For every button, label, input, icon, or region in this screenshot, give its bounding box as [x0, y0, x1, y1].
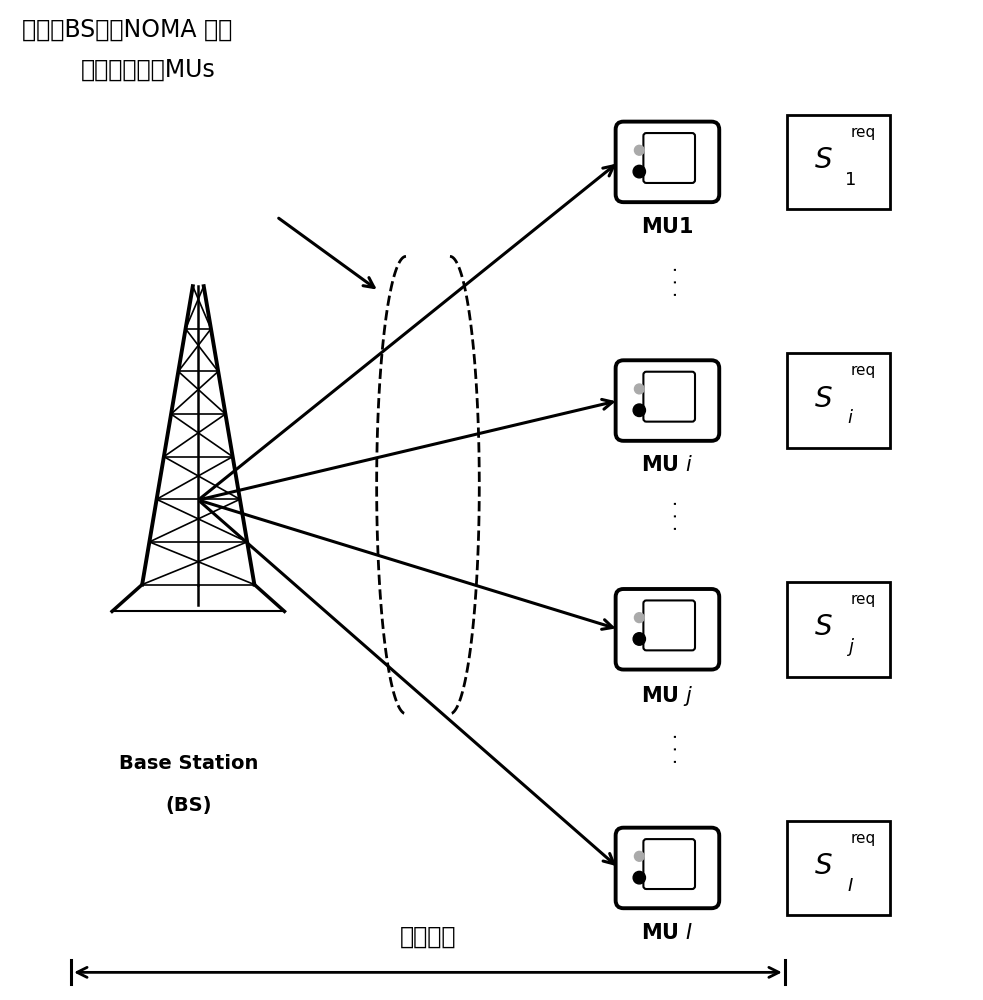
- Text: (BS): (BS): [165, 796, 211, 815]
- Text: $\mathbf{MU\ }$$\mathit{j}$: $\mathbf{MU\ }$$\mathit{j}$: [641, 684, 694, 708]
- Circle shape: [633, 165, 646, 178]
- FancyBboxPatch shape: [615, 589, 720, 670]
- Text: $\mathit{j}$: $\mathit{j}$: [845, 636, 855, 658]
- Text: req: req: [850, 363, 876, 378]
- Text: $\mathit{S}$: $\mathit{S}$: [815, 385, 834, 413]
- FancyBboxPatch shape: [787, 115, 890, 209]
- Text: req: req: [850, 125, 876, 140]
- Text: $\mathit{i}$: $\mathit{i}$: [846, 409, 853, 427]
- FancyBboxPatch shape: [787, 353, 890, 448]
- Text: Base Station: Base Station: [119, 754, 259, 773]
- Text: · · ·: · · ·: [667, 266, 687, 297]
- Text: 1: 1: [844, 171, 856, 189]
- Circle shape: [634, 145, 644, 155]
- Text: 传输时间: 传输时间: [400, 925, 456, 949]
- FancyBboxPatch shape: [615, 122, 720, 202]
- FancyBboxPatch shape: [644, 600, 695, 650]
- FancyBboxPatch shape: [787, 821, 890, 915]
- Text: · · ·: · · ·: [667, 733, 687, 764]
- Circle shape: [634, 384, 644, 394]
- Text: $\mathbf{MU\ }$$\mathit{i}$: $\mathbf{MU\ }$$\mathit{i}$: [641, 455, 694, 475]
- Text: · · ·: · · ·: [667, 499, 687, 531]
- Text: $\mathit{S}$: $\mathit{S}$: [815, 146, 834, 174]
- Text: $\mathbf{MU 1}$: $\mathbf{MU 1}$: [641, 217, 694, 237]
- FancyBboxPatch shape: [615, 828, 720, 908]
- Circle shape: [634, 851, 644, 861]
- FancyBboxPatch shape: [787, 582, 890, 677]
- Circle shape: [634, 613, 644, 623]
- FancyBboxPatch shape: [615, 360, 720, 441]
- Text: 下行：BS使用NOMA 技术: 下行：BS使用NOMA 技术: [23, 18, 233, 42]
- FancyBboxPatch shape: [644, 372, 695, 422]
- Text: $\mathit{S}$: $\mathit{S}$: [815, 852, 834, 880]
- Text: 发送数据量到MUs: 发送数据量到MUs: [81, 57, 215, 81]
- Circle shape: [633, 871, 646, 884]
- Text: req: req: [850, 592, 876, 607]
- Text: $\mathbf{MU\ }$$\mathit{I}$: $\mathbf{MU\ }$$\mathit{I}$: [641, 923, 693, 943]
- Circle shape: [633, 633, 646, 645]
- Text: $\mathit{S}$: $\mathit{S}$: [815, 613, 834, 641]
- Circle shape: [633, 404, 646, 417]
- FancyBboxPatch shape: [644, 839, 695, 889]
- Text: req: req: [850, 831, 876, 846]
- Text: $\mathit{I}$: $\mathit{I}$: [846, 877, 853, 895]
- FancyBboxPatch shape: [644, 133, 695, 183]
